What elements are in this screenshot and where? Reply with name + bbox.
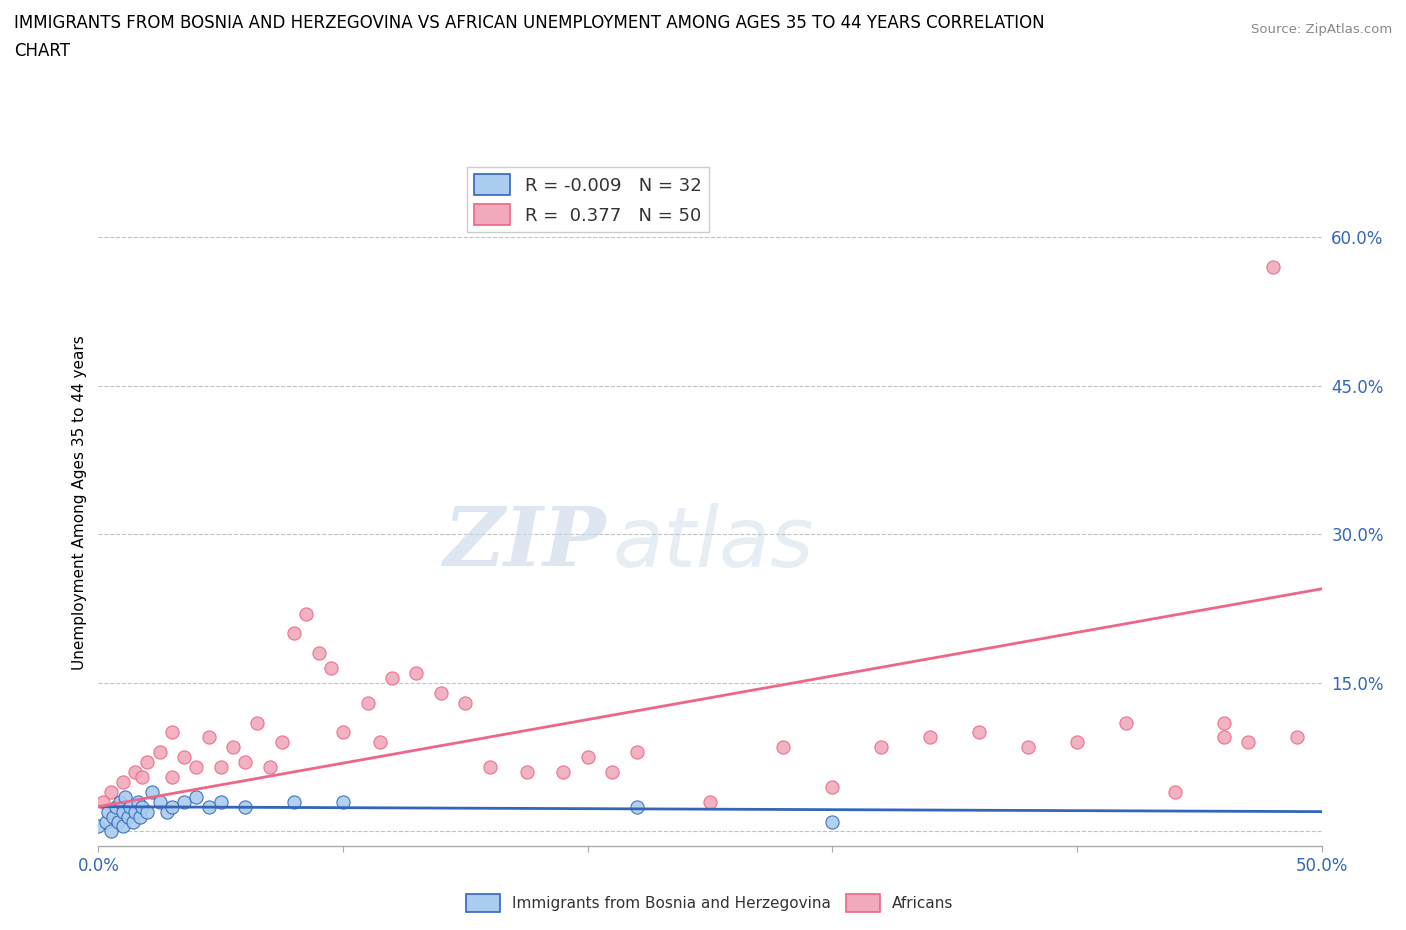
- Point: [283, 626, 305, 641]
- Point: [117, 809, 139, 824]
- Point: [600, 764, 623, 779]
- Point: [197, 730, 219, 745]
- Point: [131, 799, 153, 814]
- Point: [97, 804, 120, 819]
- Text: IMMIGRANTS FROM BOSNIA AND HERZEGOVINA VS AFRICAN UNEMPLOYMENT AMONG AGES 35 TO : IMMIGRANTS FROM BOSNIA AND HERZEGOVINA V…: [14, 14, 1045, 32]
- Point: [110, 794, 132, 809]
- Point: [141, 784, 163, 799]
- Point: [405, 666, 427, 681]
- Point: [114, 790, 136, 804]
- Point: [186, 760, 208, 775]
- Y-axis label: Unemployment Among Ages 35 to 44 years: Unemployment Among Ages 35 to 44 years: [72, 335, 87, 670]
- Point: [149, 745, 172, 760]
- Point: [156, 804, 179, 819]
- Point: [111, 819, 134, 834]
- Point: [94, 814, 117, 829]
- Point: [1115, 715, 1137, 730]
- Text: Source: ZipAtlas.com: Source: ZipAtlas.com: [1251, 23, 1392, 36]
- Point: [626, 745, 648, 760]
- Point: [1066, 735, 1088, 750]
- Point: [332, 794, 354, 809]
- Point: [1212, 715, 1234, 730]
- Text: atlas: atlas: [612, 503, 814, 584]
- Point: [173, 750, 195, 764]
- Text: ZIP: ZIP: [443, 503, 606, 583]
- Point: [576, 750, 599, 764]
- Point: [136, 804, 159, 819]
- Point: [111, 775, 134, 790]
- Point: [319, 660, 342, 675]
- Point: [699, 794, 721, 809]
- Point: [124, 804, 146, 819]
- Point: [131, 769, 153, 784]
- Point: [515, 764, 537, 779]
- Point: [91, 794, 114, 809]
- Point: [920, 730, 942, 745]
- Point: [1017, 740, 1039, 755]
- Point: [626, 799, 648, 814]
- Point: [246, 715, 269, 730]
- Point: [1212, 730, 1234, 745]
- Point: [120, 799, 142, 814]
- Point: [124, 764, 146, 779]
- Point: [1164, 784, 1187, 799]
- Point: [127, 794, 149, 809]
- Point: [1237, 735, 1260, 750]
- Point: [160, 769, 183, 784]
- Point: [111, 804, 134, 819]
- Point: [259, 760, 281, 775]
- Point: [821, 814, 844, 829]
- Point: [295, 606, 318, 621]
- Point: [430, 685, 453, 700]
- Point: [233, 799, 256, 814]
- Point: [129, 809, 152, 824]
- Point: [967, 725, 990, 740]
- Point: [870, 740, 893, 755]
- Point: [821, 779, 844, 794]
- Point: [283, 794, 305, 809]
- Point: [136, 754, 159, 769]
- Point: [368, 735, 391, 750]
- Point: [222, 740, 245, 755]
- Point: [308, 645, 330, 660]
- Point: [107, 814, 129, 829]
- Point: [478, 760, 501, 775]
- Point: [121, 814, 143, 829]
- Point: [104, 799, 127, 814]
- Legend: Immigrants from Bosnia and Herzegovina, Africans: Immigrants from Bosnia and Herzegovina, …: [460, 888, 960, 918]
- Point: [270, 735, 294, 750]
- Point: [209, 794, 232, 809]
- Text: CHART: CHART: [14, 42, 70, 60]
- Point: [160, 799, 183, 814]
- Point: [553, 764, 575, 779]
- Point: [173, 794, 195, 809]
- Point: [209, 760, 232, 775]
- Point: [356, 696, 378, 711]
- Point: [772, 740, 794, 755]
- Point: [160, 725, 183, 740]
- Point: [233, 754, 256, 769]
- Point: [454, 696, 477, 711]
- Point: [1261, 259, 1284, 274]
- Point: [149, 794, 172, 809]
- Point: [100, 824, 122, 839]
- Point: [332, 725, 354, 740]
- Point: [197, 799, 219, 814]
- Point: [100, 784, 122, 799]
- Point: [186, 790, 208, 804]
- Point: [1286, 730, 1309, 745]
- Point: [101, 809, 124, 824]
- Point: [87, 819, 110, 834]
- Point: [381, 671, 404, 685]
